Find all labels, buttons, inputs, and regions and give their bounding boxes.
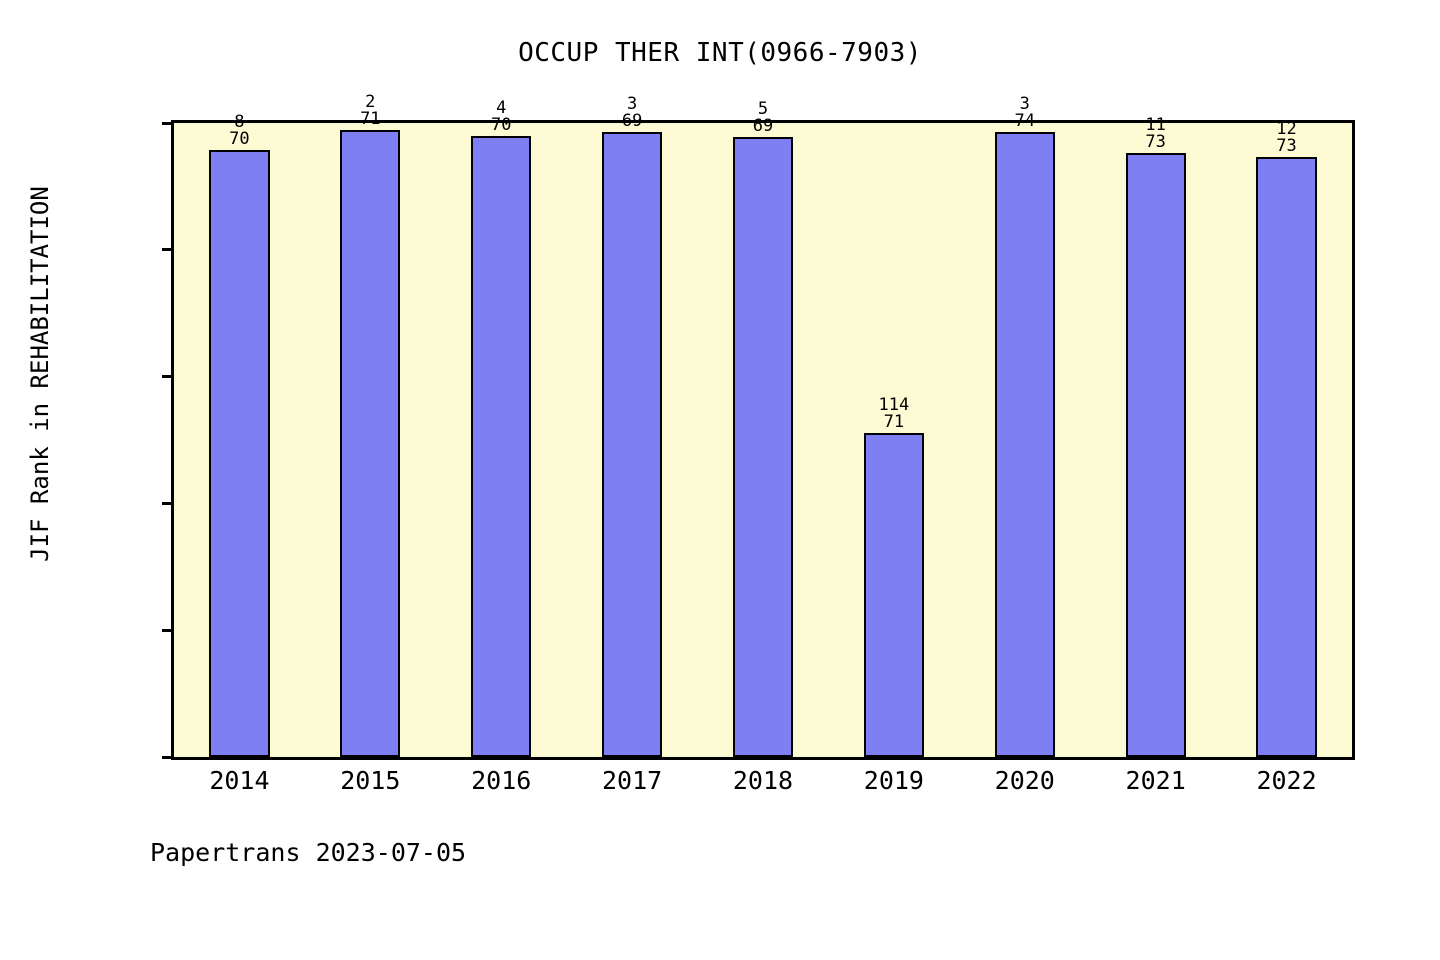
bar-group: 5 69: [732, 100, 794, 757]
y-tick-mark: [162, 248, 171, 252]
plot-area: 8 70 2 71 4 70 3 69 5 69 114 71 3 74 11 73 12 73: [171, 93, 1355, 760]
bar-value-label: 8 70: [229, 114, 249, 148]
y-tick-mark: [162, 375, 171, 379]
bar-value-label: 11 73: [1145, 117, 1165, 151]
bar-value-label: 5 69: [752, 98, 774, 136]
x-tick-label: 2022: [1256, 766, 1317, 795]
bars-layer: 8 70 2 71 4 70 3 69 5 69 114 71 3 74 11 73 12 73: [174, 93, 1352, 757]
bar[interactable]: [1125, 153, 1186, 757]
bar-group: 12 73: [1256, 118, 1317, 757]
bar-group: 4 70: [471, 100, 532, 757]
bar-rank-denominator: 69: [752, 115, 774, 136]
bar-rank-denominator: 69: [621, 110, 643, 131]
bar-value-label: 3 74: [1014, 93, 1036, 131]
bar-rank-numerator: 4: [496, 98, 507, 119]
bar-value-label: 3 69: [621, 93, 643, 131]
y-tick-mark: [162, 628, 171, 632]
bar-rank-denominator: 70: [229, 129, 250, 150]
bar[interactable]: [1256, 156, 1317, 757]
bar[interactable]: [471, 136, 532, 757]
bar-rank-denominator: 71: [883, 412, 905, 433]
bar-rank-numerator: 2: [365, 91, 376, 112]
x-tick-label: 2018: [732, 766, 794, 795]
x-tick-label: 2014: [209, 766, 270, 795]
bar[interactable]: [863, 433, 924, 757]
bar-group: 8 70: [209, 114, 270, 757]
chart-title: OCCUP THER INT(0966-7903): [518, 38, 922, 68]
bar-rank-denominator: 73: [1276, 135, 1297, 156]
x-tick-label: 2016: [471, 766, 532, 795]
x-tick-label: 2020: [994, 766, 1055, 795]
bar-rank-denominator: 73: [1145, 132, 1166, 153]
y-tick-mark: [162, 121, 171, 125]
bar-group: 2 71: [340, 93, 401, 757]
y-tick-mark: [162, 755, 171, 759]
bar-value-label: 114 71: [879, 397, 910, 431]
footer-note: Papertrans 2023-07-05: [150, 838, 467, 867]
bar-rank-numerator: 114: [878, 395, 910, 416]
bar[interactable]: [602, 131, 663, 757]
bar-rank-numerator: 11: [1145, 115, 1166, 136]
x-tick-label: 2021: [1125, 766, 1186, 795]
bar-rank-denominator: 74: [1014, 110, 1036, 131]
bar-rank-denominator: 71: [360, 108, 381, 129]
bar-value-label: 4 70: [491, 100, 511, 134]
y-tick-mark: [162, 501, 171, 505]
x-tick-label: 2015: [340, 766, 401, 795]
bar-rank-numerator: 8: [234, 112, 245, 133]
bar-rank-numerator: 3: [1019, 93, 1030, 114]
bar[interactable]: [732, 136, 794, 757]
bar-group: 114 71: [863, 123, 924, 757]
x-tick-label: 2019: [863, 766, 924, 795]
bar-rank-numerator: 3: [626, 93, 638, 114]
bar-value-label: 12 73: [1276, 118, 1297, 156]
bar-rank-numerator: 5: [757, 98, 769, 119]
bar[interactable]: [340, 129, 401, 757]
bar-value-label: 2 71: [360, 91, 381, 129]
y-axis-label: JIF Rank in REHABILITATION: [26, 186, 54, 562]
bar-rank-numerator: 12: [1276, 118, 1297, 139]
bar[interactable]: [994, 131, 1055, 757]
bar-rank-denominator: 70: [490, 115, 512, 136]
bar[interactable]: [209, 150, 270, 757]
bar-group: 3 74: [994, 95, 1055, 757]
bar-group: 11 73: [1125, 117, 1186, 757]
bar-group: 3 69: [602, 95, 663, 757]
x-tick-label: 2017: [601, 766, 663, 795]
